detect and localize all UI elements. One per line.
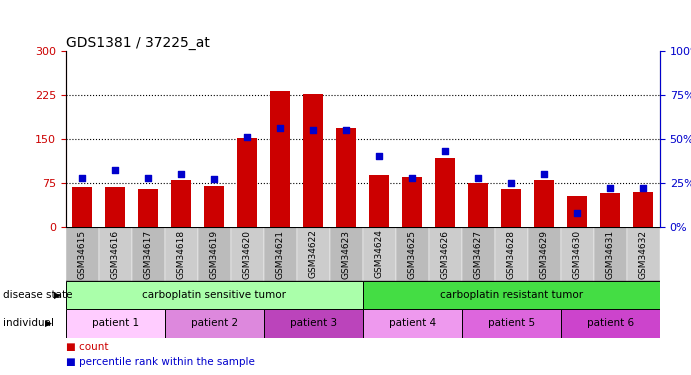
Text: GSM34622: GSM34622 xyxy=(309,230,318,279)
Bar xyxy=(363,281,660,309)
Text: GSM34627: GSM34627 xyxy=(474,230,483,279)
Bar xyxy=(205,186,224,227)
Bar xyxy=(594,227,627,281)
Text: GSM34620: GSM34620 xyxy=(243,230,252,279)
Bar xyxy=(264,227,296,281)
Bar xyxy=(429,227,462,281)
Text: GDS1381 / 37225_at: GDS1381 / 37225_at xyxy=(66,36,209,50)
Bar xyxy=(66,281,363,309)
Bar xyxy=(164,309,264,338)
Bar xyxy=(99,227,132,281)
Point xyxy=(374,153,385,159)
Text: GSM34624: GSM34624 xyxy=(375,230,384,279)
Point xyxy=(275,125,286,131)
Text: GSM34619: GSM34619 xyxy=(209,230,219,279)
Bar xyxy=(303,93,323,227)
Bar xyxy=(138,189,158,227)
Point xyxy=(605,185,616,191)
Text: GSM34618: GSM34618 xyxy=(177,230,186,279)
Bar xyxy=(198,227,231,281)
Text: GSM34623: GSM34623 xyxy=(342,230,351,279)
Text: patient 3: patient 3 xyxy=(290,318,337,328)
Text: carboplatin sensitive tumor: carboplatin sensitive tumor xyxy=(142,290,286,300)
Bar xyxy=(634,192,653,227)
Point xyxy=(572,210,583,216)
Bar xyxy=(502,189,521,227)
Bar xyxy=(534,180,554,227)
Bar xyxy=(270,91,290,227)
Bar xyxy=(164,227,198,281)
Text: patient 5: patient 5 xyxy=(488,318,535,328)
Point xyxy=(307,127,319,133)
Text: ▶: ▶ xyxy=(54,291,61,300)
Point xyxy=(209,176,220,182)
Bar xyxy=(528,227,561,281)
Point xyxy=(539,171,550,177)
Bar xyxy=(105,187,125,227)
Bar xyxy=(132,227,164,281)
Point xyxy=(242,134,253,140)
Point xyxy=(439,148,451,154)
Bar xyxy=(435,158,455,227)
Text: disease state: disease state xyxy=(3,290,73,300)
Bar xyxy=(561,309,660,338)
Bar xyxy=(264,309,363,338)
Bar xyxy=(73,187,92,227)
Bar xyxy=(296,227,330,281)
Text: patient 1: patient 1 xyxy=(92,318,139,328)
Text: GSM34625: GSM34625 xyxy=(408,230,417,279)
Bar xyxy=(363,227,396,281)
Bar xyxy=(396,227,429,281)
Text: GSM34631: GSM34631 xyxy=(606,230,615,279)
Point xyxy=(341,127,352,133)
Bar xyxy=(402,177,422,227)
Bar xyxy=(237,138,257,227)
Bar xyxy=(561,227,594,281)
Bar xyxy=(600,193,621,227)
Text: GSM34626: GSM34626 xyxy=(441,230,450,279)
Point xyxy=(638,185,649,191)
Text: carboplatin resistant tumor: carboplatin resistant tumor xyxy=(439,290,583,300)
Bar xyxy=(627,227,660,281)
Bar xyxy=(231,227,264,281)
Bar xyxy=(363,309,462,338)
Bar xyxy=(171,180,191,227)
Text: GSM34628: GSM34628 xyxy=(507,230,516,279)
Text: patient 2: patient 2 xyxy=(191,318,238,328)
Text: patient 4: patient 4 xyxy=(389,318,436,328)
Text: patient 6: patient 6 xyxy=(587,318,634,328)
Point xyxy=(77,174,88,180)
Point xyxy=(506,180,517,186)
Point xyxy=(473,174,484,180)
Text: GSM34615: GSM34615 xyxy=(77,230,86,279)
Bar xyxy=(468,183,489,227)
Text: GSM34632: GSM34632 xyxy=(639,230,648,279)
Point xyxy=(176,171,187,177)
Text: ■ count: ■ count xyxy=(66,342,108,352)
Bar xyxy=(370,175,389,227)
Bar xyxy=(337,128,356,227)
Text: GSM34616: GSM34616 xyxy=(111,230,120,279)
Point xyxy=(407,174,418,180)
Text: ■ percentile rank within the sample: ■ percentile rank within the sample xyxy=(66,357,254,367)
Bar xyxy=(66,227,99,281)
Bar xyxy=(462,227,495,281)
Point xyxy=(142,174,153,180)
Bar xyxy=(330,227,363,281)
Text: ▶: ▶ xyxy=(45,319,52,328)
Bar xyxy=(66,309,164,338)
Bar xyxy=(495,227,528,281)
Text: GSM34630: GSM34630 xyxy=(573,230,582,279)
Point xyxy=(110,168,121,174)
Text: individual: individual xyxy=(3,318,55,328)
Text: GSM34617: GSM34617 xyxy=(144,230,153,279)
Bar xyxy=(462,309,561,338)
Text: GSM34621: GSM34621 xyxy=(276,230,285,279)
Text: GSM34629: GSM34629 xyxy=(540,230,549,279)
Bar xyxy=(567,196,587,227)
